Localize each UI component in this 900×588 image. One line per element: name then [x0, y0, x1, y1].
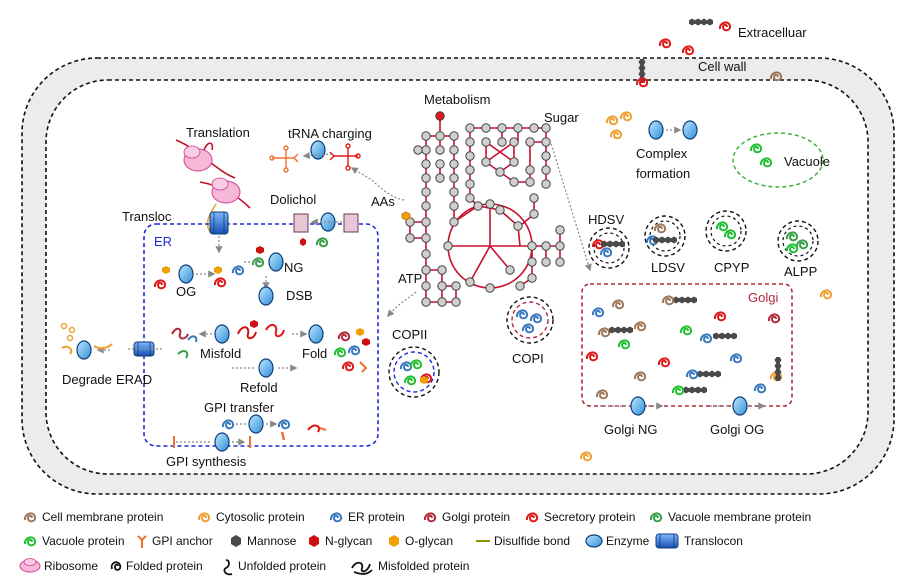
degrade-label: Degrade	[62, 372, 112, 387]
copi-label: COPI	[512, 351, 544, 366]
legend-item-mannose: Mannose	[247, 534, 297, 548]
cell-membrane	[45, 79, 869, 475]
legend-item-unfolded-protein: Unfolded protein	[238, 559, 326, 573]
trna-charging-label: tRNA charging	[288, 126, 372, 141]
folded-protein-icon	[110, 561, 122, 571]
er-label: ER	[154, 234, 172, 249]
sugar-arrow	[549, 139, 592, 272]
transloc-label: Transloc	[122, 209, 172, 224]
legend-item-disulfide-bond: Disulfide bond	[494, 534, 570, 548]
legend-item-misfolded-protein: Misfolded protein	[378, 559, 469, 573]
gpi-transfer-label: GPI transfer	[204, 400, 275, 415]
n-glycan-icon	[309, 535, 319, 547]
ribosome-icon	[175, 139, 236, 179]
legend-item-ribosome: Ribosome	[44, 559, 98, 573]
atp-label: ATP	[398, 271, 422, 286]
sugar-label: Sugar	[544, 110, 579, 125]
vacuole	[732, 132, 824, 188]
gpi-anchor-icon	[137, 535, 147, 548]
legend-item-cytosolic-protein: Cytosolic protein	[216, 510, 305, 524]
golgi-compartment	[581, 283, 793, 407]
er-glycosylation	[153, 246, 284, 306]
o-glycan-icon	[389, 535, 399, 547]
legend-item-cell-membrane-protein: Cell membrane protein	[42, 510, 163, 524]
erad-label: ERAD	[116, 372, 152, 387]
trna-icon	[269, 145, 299, 173]
golgi-og-label: Golgi OG	[710, 422, 764, 437]
complex-label-1: Complex	[636, 146, 688, 161]
cpyp-vesicle	[705, 210, 747, 252]
golgi-label: Golgi	[748, 290, 778, 305]
o-glycan-icon	[401, 211, 411, 221]
ng-label: NG	[284, 260, 304, 275]
golgi-enzymes	[600, 396, 766, 416]
legend-item-translocon: Translocon	[684, 534, 743, 548]
copii-label: COPII	[392, 327, 427, 342]
refold-label: Refold	[240, 380, 278, 395]
translocon-icon	[655, 533, 679, 549]
enzyme-icon	[310, 140, 326, 160]
alpp-vesicle	[777, 220, 819, 262]
dolichol-label: Dolichol	[270, 192, 316, 207]
copi-vesicle	[506, 296, 554, 344]
ldsv-label: LDSV	[651, 260, 685, 275]
aas-label: AAs	[371, 194, 395, 209]
legend-item-vacuole-protein: Vacuole protein	[42, 534, 125, 548]
hdsv-label: HDSV	[588, 212, 624, 227]
hdsv-vesicle	[588, 227, 630, 269]
legend: Cell membrane protein Cytosolic protein …	[19, 510, 811, 576]
ribosome-icon	[19, 558, 41, 573]
vacuole-label: Vacuole	[784, 154, 830, 169]
og-label: OG	[176, 284, 196, 299]
n-glycan-icon	[300, 238, 306, 246]
golgi-ng-label: Golgi NG	[604, 422, 657, 437]
atp-arrow	[387, 291, 417, 318]
misfolded-protein-icon	[351, 561, 373, 575]
aas-arrow	[350, 167, 405, 201]
extracellular-label: Extracelluar	[738, 25, 807, 40]
ldsv-vesicle	[644, 215, 686, 257]
misfold-label: Misfold	[200, 346, 241, 361]
metabolism-nodes	[405, 111, 565, 307]
legend-item-secretory-protein: Secretory protein	[544, 510, 635, 524]
er-compartment	[143, 223, 379, 447]
legend-item-n-glycan: N-glycan	[325, 534, 372, 548]
dolichol-flippase	[293, 212, 359, 248]
alpp-label: ALPP	[784, 264, 817, 279]
legend-item-vacuole-membrane-protein: Vacuole membrane protein	[668, 510, 811, 524]
erad-pathway	[60, 322, 162, 360]
translocon-icon	[209, 211, 229, 235]
trna-icon	[329, 143, 361, 171]
copii-vesicle	[388, 346, 440, 398]
legend-item-enzyme: Enzyme	[606, 534, 650, 548]
metabolism-label: Metabolism	[424, 92, 490, 107]
unfolded-protein-icon	[223, 559, 233, 576]
gpi-transfer	[173, 414, 327, 452]
legend-item-folded-protein: Folded protein	[126, 559, 203, 573]
mannose-icon	[231, 535, 241, 547]
legend-item-gpi-anchor: GPI anchor	[152, 534, 213, 548]
complex-label-2: formation	[636, 166, 690, 181]
folding-pathway	[171, 320, 370, 378]
legend-item-o-glycan: O-glycan	[405, 534, 453, 548]
legend-item-golgi-protein: Golgi protein	[442, 510, 510, 524]
fold-label: Fold	[302, 346, 327, 361]
legend-item-er-protein: ER protein	[348, 510, 405, 524]
trna-arrow	[302, 151, 333, 160]
enzyme-icon	[585, 534, 603, 548]
cell-wall-label: Cell wall	[698, 59, 747, 74]
cpyp-label: CPYP	[714, 260, 749, 275]
dsb-label: DSB	[286, 288, 313, 303]
translation-label: Translation	[186, 125, 250, 140]
gpi-synthesis-label: GPI synthesis	[166, 454, 247, 469]
